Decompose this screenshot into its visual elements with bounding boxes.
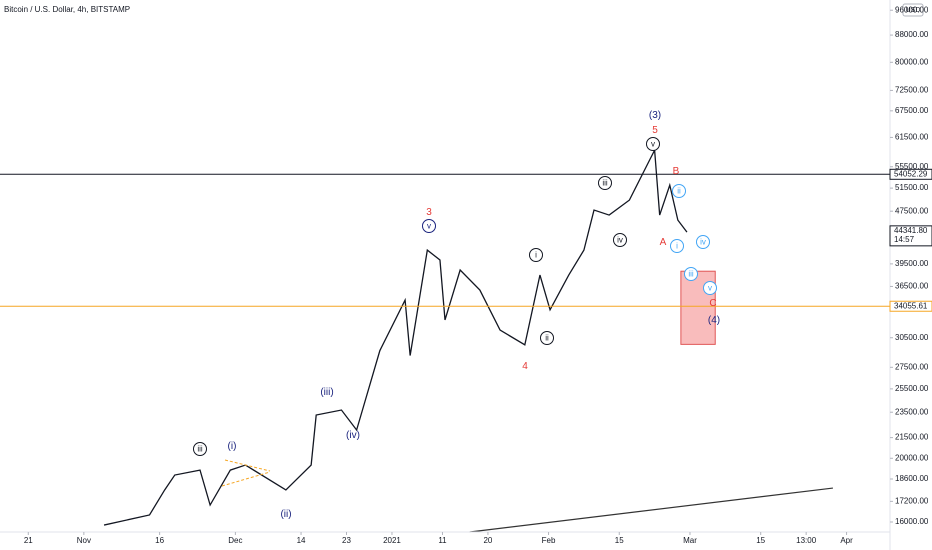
wave-circle bbox=[422, 219, 436, 233]
y-tick-label: 88000.00 bbox=[895, 30, 929, 39]
wave-circle bbox=[613, 233, 627, 247]
trendline bbox=[469, 487, 833, 533]
wave-label: v bbox=[651, 140, 655, 149]
y-tick-label: 51500.00 bbox=[895, 183, 929, 192]
triangle-lower bbox=[221, 471, 271, 487]
wave-label: (3) bbox=[649, 110, 661, 121]
price-badge bbox=[889, 168, 932, 180]
y-tick-label: 96000.00 bbox=[895, 5, 929, 14]
x-tick-label: Nov bbox=[77, 536, 91, 545]
x-tick-label: 15 bbox=[756, 536, 765, 545]
x-tick-label: 13:00 bbox=[796, 536, 817, 545]
y-tick-label: 23500.00 bbox=[895, 407, 929, 416]
wave-label: iii bbox=[197, 445, 203, 454]
chart-title: Bitcoin / U.S. Dollar, 4h, BITSTAMP bbox=[4, 5, 130, 14]
currency: USD bbox=[906, 7, 921, 14]
wave-label: (iii) bbox=[320, 387, 333, 398]
y-tick-label: 39500.00 bbox=[895, 259, 929, 268]
y-tick-label: 21500.00 bbox=[895, 433, 929, 442]
wave-label: v bbox=[427, 222, 431, 231]
y-tick-label: 55500.00 bbox=[895, 162, 929, 171]
wave-label: i bbox=[676, 242, 678, 251]
y-tick-label: 80000.00 bbox=[895, 57, 929, 66]
y-tick-label: 72500.00 bbox=[895, 86, 929, 95]
x-tick-label: 11 bbox=[438, 536, 447, 545]
price-badge-label: 34055.61 bbox=[894, 301, 928, 310]
wave-circle bbox=[670, 239, 684, 253]
wave-circle bbox=[598, 176, 612, 190]
wave-label: 5 bbox=[652, 125, 658, 136]
price-line-series bbox=[103, 147, 688, 526]
x-tick-label: 21 bbox=[24, 536, 33, 545]
wave-label: v bbox=[708, 284, 712, 293]
y-tick-label: 18600.00 bbox=[895, 474, 929, 483]
x-tick-label: 14 bbox=[297, 536, 306, 545]
y-tick-label: 47500.00 bbox=[895, 206, 929, 215]
y-tick-label: 25500.00 bbox=[895, 384, 929, 393]
wave-label: 4 bbox=[522, 361, 528, 372]
wave-circle bbox=[540, 331, 554, 345]
wave-circle bbox=[529, 248, 543, 262]
wave-label: B bbox=[673, 166, 680, 177]
y-tick-label: 67500.00 bbox=[895, 106, 929, 115]
wave-label: i bbox=[535, 251, 537, 260]
x-tick-label: Feb bbox=[542, 536, 556, 545]
y-tick-label: 61500.00 bbox=[895, 133, 929, 142]
y-tick-label: 17200.00 bbox=[895, 496, 929, 505]
last-price-label: 44341.80 bbox=[894, 226, 928, 235]
price-badge bbox=[889, 300, 932, 312]
y-tick-label: 16000.00 bbox=[895, 517, 929, 526]
wave-circle bbox=[193, 442, 207, 456]
triangle-upper bbox=[224, 459, 271, 472]
wave-label: C bbox=[709, 298, 716, 309]
x-tick-label: 20 bbox=[483, 536, 492, 545]
y-tick-label: 36500.00 bbox=[895, 282, 929, 291]
wave-label: A bbox=[660, 237, 667, 248]
x-tick-label: Mar bbox=[683, 536, 697, 545]
x-tick-label: 2021 bbox=[383, 536, 401, 545]
currency-badge[interactable] bbox=[902, 3, 924, 17]
x-tick-label: Apr bbox=[840, 536, 853, 545]
wave-label: (iv) bbox=[346, 430, 360, 441]
wave-circle bbox=[672, 184, 686, 198]
wave-label: iv bbox=[700, 238, 706, 247]
wave-label: iv bbox=[617, 236, 623, 245]
wave-label: (i) bbox=[228, 441, 237, 452]
wave-circle bbox=[684, 267, 698, 281]
wave-label: ii bbox=[677, 187, 681, 196]
y-tick-label: 27500.00 bbox=[895, 362, 929, 371]
countdown: 14:57 bbox=[894, 235, 915, 244]
wave-circle bbox=[646, 137, 660, 151]
wave-label: ii bbox=[545, 334, 549, 343]
wave-circle bbox=[703, 281, 717, 295]
wave-label: (ii) bbox=[280, 509, 291, 520]
wave-label: 3 bbox=[426, 207, 432, 218]
y-tick-label: 20000.00 bbox=[895, 453, 929, 462]
x-tick-label: Dec bbox=[228, 536, 242, 545]
wave-label: iii bbox=[602, 179, 608, 188]
y-tick-label: 30500.00 bbox=[895, 333, 929, 342]
x-tick-label: 23 bbox=[342, 536, 351, 545]
x-tick-label: 16 bbox=[155, 536, 164, 545]
price-badge-label: 54052.29 bbox=[894, 169, 928, 178]
last-price-badge bbox=[889, 225, 932, 247]
wave-label: (4) bbox=[708, 315, 720, 326]
x-tick-label: 15 bbox=[615, 536, 624, 545]
wave-label: iii bbox=[688, 270, 694, 279]
wave-circle bbox=[696, 235, 710, 249]
